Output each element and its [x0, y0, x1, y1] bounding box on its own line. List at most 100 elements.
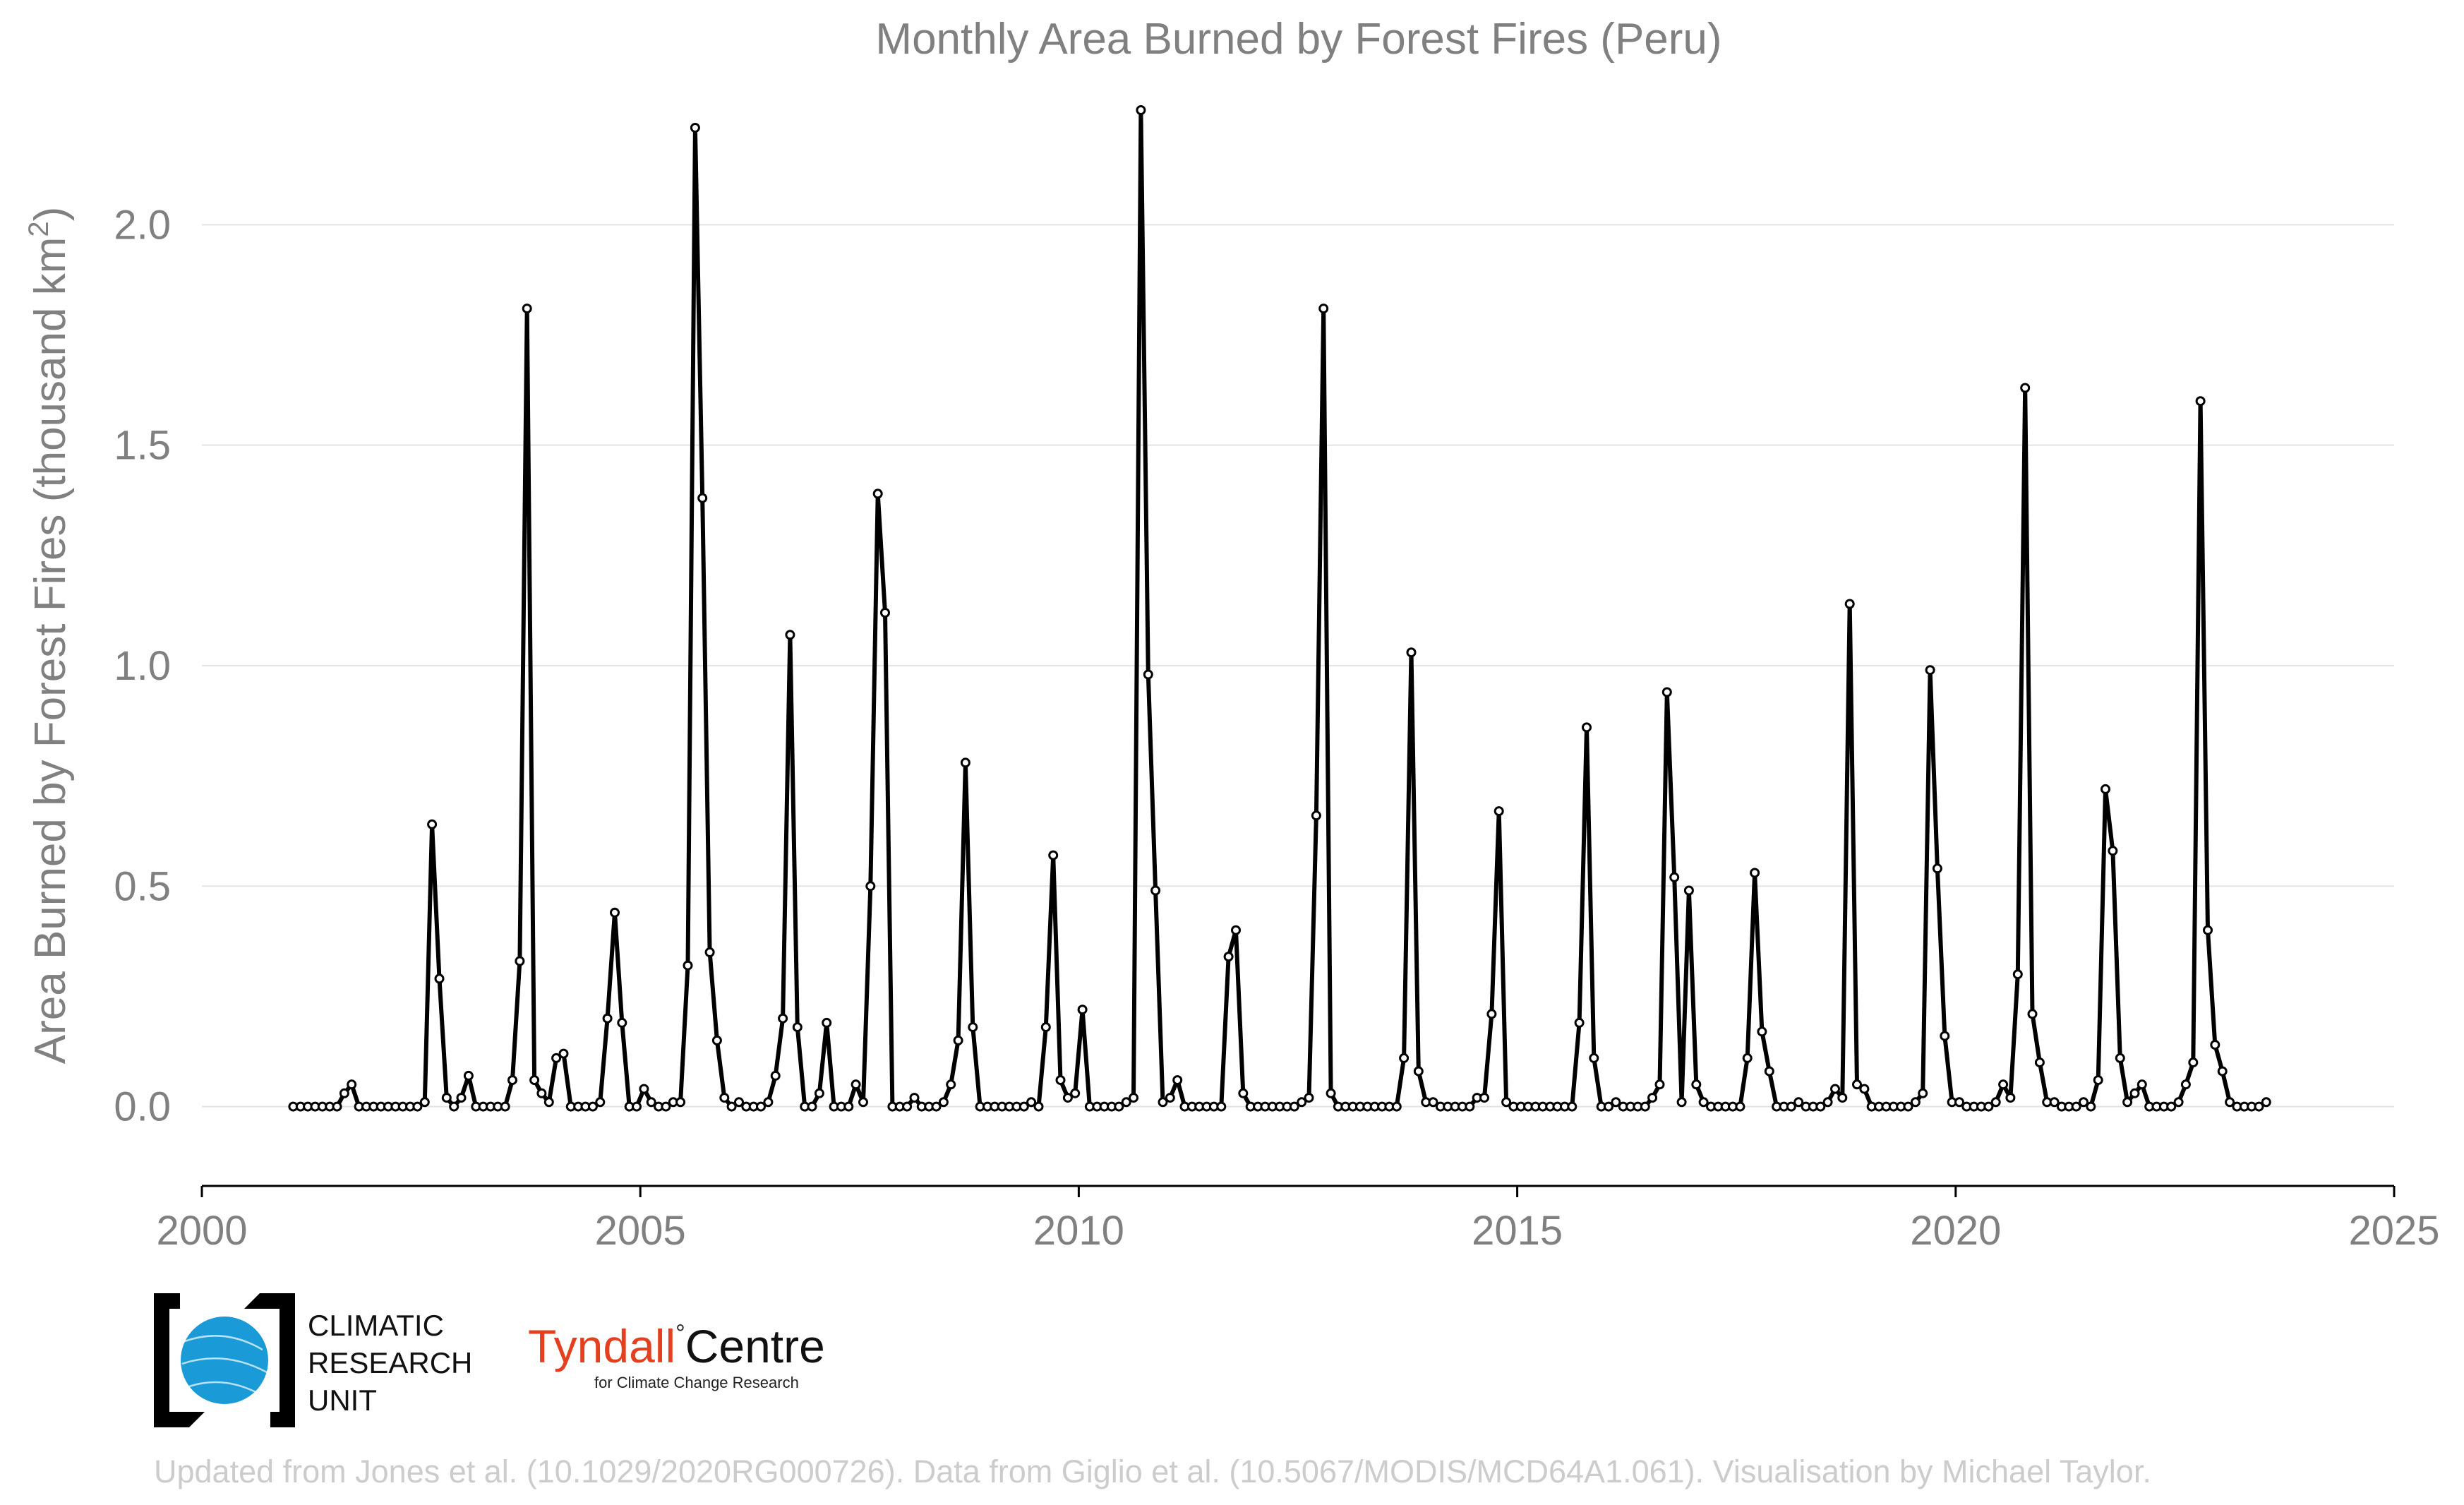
data-point — [1465, 1101, 1475, 1112]
data-point — [1158, 1097, 1168, 1108]
data-point — [441, 1093, 452, 1103]
data-point — [675, 1097, 686, 1108]
data-point — [1018, 1101, 1029, 1112]
data-point — [1742, 1053, 1753, 1063]
data-point — [2079, 1097, 2089, 1108]
data-point — [1048, 850, 1059, 861]
data-point — [2166, 1101, 2177, 1112]
data-point — [1983, 1101, 1994, 1112]
data-point — [968, 1022, 978, 1033]
data-point — [1304, 1093, 1314, 1103]
data-point — [2086, 1101, 2096, 1112]
data-point — [1289, 1101, 1299, 1112]
data-point — [2217, 1066, 2228, 1077]
data-point — [1326, 1088, 1336, 1098]
data-point — [610, 907, 620, 918]
data-point — [2027, 1009, 2038, 1019]
data-point — [909, 1093, 920, 1103]
data-point — [2115, 1053, 2125, 1063]
data-point — [1852, 1079, 1862, 1090]
data-point — [529, 1075, 540, 1086]
data-point — [661, 1101, 671, 1112]
data-point — [1070, 1088, 1081, 1098]
data-points — [288, 105, 2271, 1112]
data-point — [2210, 1040, 2220, 1050]
data-point — [449, 1101, 459, 1112]
data-point — [1501, 1097, 1512, 1108]
data-point — [931, 1101, 942, 1112]
data-point — [872, 488, 883, 499]
data-point — [690, 123, 700, 133]
data-point — [960, 757, 970, 768]
data-point — [1735, 1101, 1745, 1112]
data-point — [1574, 1017, 1585, 1028]
data-point — [500, 1101, 510, 1112]
data-point — [2137, 1079, 2147, 1090]
data-point — [683, 960, 693, 971]
data-point — [697, 493, 708, 503]
data-point — [858, 1097, 868, 1108]
data-point — [522, 304, 532, 314]
data-point — [807, 1101, 817, 1112]
data-point — [1318, 304, 1329, 314]
data-point — [2093, 1075, 2103, 1086]
data-point — [1172, 1075, 1183, 1086]
data-point — [1793, 1097, 1804, 1108]
data-point — [1165, 1093, 1175, 1103]
data-point — [1757, 1026, 1767, 1037]
data-point — [2005, 1093, 2016, 1103]
data-point — [1925, 665, 1935, 676]
data-point — [632, 1101, 642, 1112]
data-point — [822, 1017, 832, 1028]
data-point — [1661, 687, 1672, 697]
data-point — [2020, 383, 2031, 393]
data-point — [2129, 1088, 2140, 1098]
data-point — [1750, 868, 1760, 878]
cru-text-line3: UNIT — [308, 1384, 377, 1417]
data-point — [2012, 969, 2023, 980]
data-point — [1918, 1088, 1928, 1098]
data-point — [1837, 1093, 1848, 1103]
x-tick-label: 2000 — [156, 1208, 247, 1254]
data-point — [2173, 1097, 2184, 1108]
data-point — [1216, 1101, 1227, 1112]
data-point — [1691, 1079, 1702, 1090]
data-point — [515, 956, 525, 966]
data-point — [1040, 1022, 1051, 1033]
data-point — [1486, 1009, 1497, 1019]
data-point — [1428, 1097, 1438, 1108]
data-point — [778, 1013, 788, 1024]
data-point — [1077, 1005, 1088, 1015]
data-point — [843, 1101, 854, 1112]
tyndall-logo: Tyndall°Centre for Climate Change Resear… — [528, 1320, 825, 1391]
data-point — [1231, 925, 1241, 935]
data-point — [347, 1079, 357, 1090]
cru-logo: CLIMATIC RESEARCH UNIT — [154, 1293, 472, 1427]
data-point — [2101, 784, 2110, 794]
data-point — [1399, 1053, 1410, 1063]
data-point — [1297, 1097, 1307, 1108]
data-point — [434, 973, 445, 984]
cru-text-line1: CLIMATIC — [308, 1309, 444, 1342]
data-point — [2180, 1079, 2191, 1090]
svg-text:Tyndall°Centre: Tyndall°Centre — [528, 1320, 825, 1372]
data-point — [1669, 872, 1680, 882]
data-point — [1830, 1084, 1840, 1094]
y-axis-label-close: ) — [26, 207, 75, 222]
data-point — [1391, 1101, 1402, 1112]
data-point — [865, 881, 876, 892]
data-point — [595, 1097, 606, 1108]
data-point — [1654, 1079, 1665, 1090]
data-point — [1815, 1101, 1826, 1112]
data-point — [953, 1035, 963, 1045]
data-point — [1238, 1088, 1249, 1098]
data-point — [1604, 1101, 1613, 1112]
x-tick-label: 2015 — [1472, 1208, 1563, 1254]
data-point — [770, 1070, 781, 1081]
data-point — [1786, 1101, 1796, 1112]
x-ticks: 2000 2005 2010 2015 2020 2025 — [156, 1186, 2440, 1254]
data-point — [2225, 1097, 2235, 1108]
data-point — [1143, 669, 1153, 680]
data-point — [704, 947, 715, 957]
